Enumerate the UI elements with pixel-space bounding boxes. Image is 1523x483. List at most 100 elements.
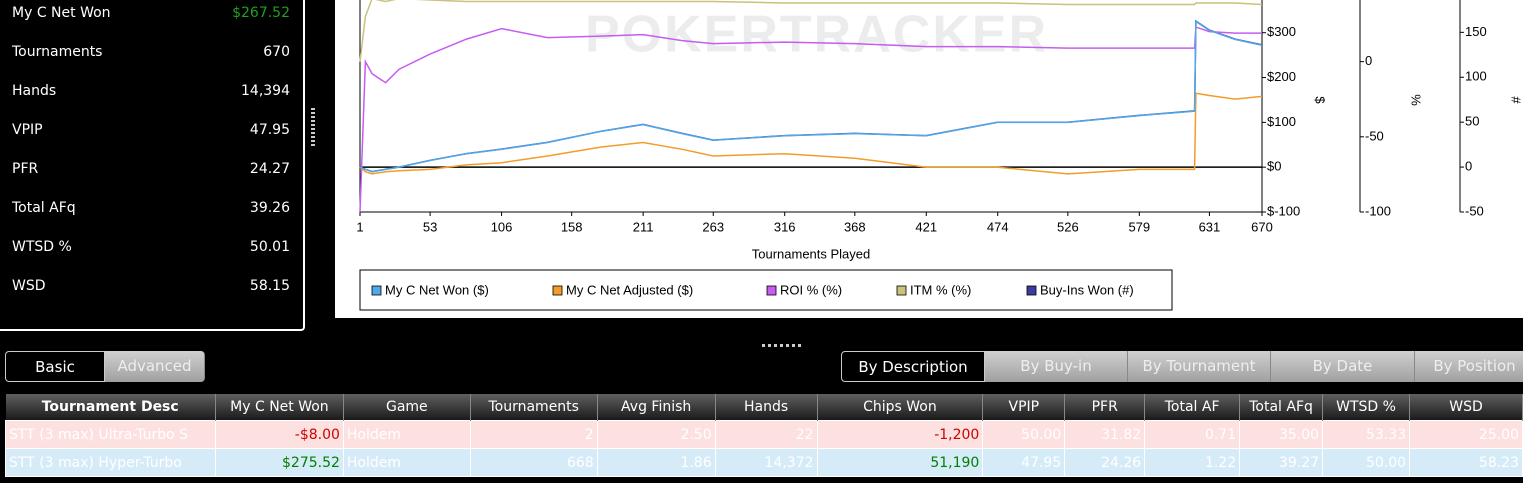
column-header[interactable]: VPIP bbox=[982, 394, 1066, 421]
y-tick-label: -50 bbox=[1365, 128, 1384, 143]
y-tick-label: $0 bbox=[1267, 159, 1281, 174]
y-axis-title: $ bbox=[1313, 96, 1328, 104]
x-tick-label: 158 bbox=[561, 219, 583, 234]
stat-value: 39.26 bbox=[249, 200, 290, 216]
table-row[interactable]: STT (3 max) Ultra-Turbo S -$8.00 Holdem 2 2.… bbox=[5, 420, 1523, 449]
legend-swatch bbox=[766, 285, 777, 296]
stats-panel: My C Net Won $267.52 Tournaments 670 Hands 14… bbox=[0, 0, 305, 331]
stat-row: PFR 24.27 bbox=[12, 161, 290, 177]
series-line bbox=[359, 20, 1263, 173]
stat-row: WTSD % 50.01 bbox=[12, 239, 290, 255]
stat-value: 50.01 bbox=[249, 239, 290, 255]
table-cell: 58.23 bbox=[1409, 448, 1523, 477]
splitter[interactable] bbox=[762, 344, 802, 347]
table-cell: 39.27 bbox=[1239, 448, 1324, 477]
column-header[interactable]: PFR bbox=[1064, 394, 1146, 421]
table-cell: 22 bbox=[714, 420, 818, 449]
x-tick-label: 368 bbox=[844, 219, 866, 234]
series-line bbox=[359, 92, 1263, 175]
series-line bbox=[359, 0, 1263, 62]
y-axis-title: # bbox=[1509, 96, 1523, 104]
legend-label: ITM % (%) bbox=[910, 282, 971, 297]
column-header[interactable]: My C Net Won bbox=[215, 394, 344, 421]
y-tick-label: 0 bbox=[1365, 53, 1372, 68]
column-header[interactable]: Game bbox=[343, 394, 471, 421]
column-header[interactable]: Avg Finish bbox=[597, 394, 716, 421]
stat-label: My C Net Won bbox=[12, 5, 111, 21]
results-table: Tournament Desc My C Net Won Game Tournamen… bbox=[5, 394, 1523, 477]
column-header[interactable]: WSD bbox=[1409, 394, 1523, 421]
view-tab[interactable]: Advanced bbox=[105, 351, 205, 382]
y-tick-label: 150 bbox=[1465, 24, 1487, 39]
x-tick-label: 1 bbox=[356, 219, 363, 234]
column-header[interactable]: Chips Won bbox=[817, 394, 984, 421]
stat-row: WSD 58.15 bbox=[12, 278, 290, 294]
legend-label: Buy-Ins Won (#) bbox=[1040, 282, 1134, 297]
stat-row: Total AFq 39.26 bbox=[12, 200, 290, 216]
column-header[interactable]: WTSD % bbox=[1322, 394, 1411, 421]
table-cell: 35.00 bbox=[1239, 420, 1324, 449]
group-tab[interactable]: By Tournament bbox=[1128, 351, 1271, 382]
x-tick-label: 53 bbox=[423, 219, 437, 234]
y-tick-label: -50 bbox=[1465, 203, 1484, 218]
table-cell: 0.71 bbox=[1144, 420, 1241, 449]
stat-value: 58.15 bbox=[249, 278, 290, 294]
table-cell: -1,200 bbox=[816, 420, 984, 449]
table-cell: Holdem bbox=[342, 448, 471, 477]
x-tick-label: 526 bbox=[1057, 219, 1079, 234]
table-cell: 1.86 bbox=[596, 448, 716, 477]
group-tab[interactable]: By Buy-in bbox=[985, 351, 1128, 382]
y-tick-label: $100 bbox=[1267, 114, 1296, 129]
legend-label: My C Net Won ($) bbox=[385, 282, 489, 297]
table-cell: 53.33 bbox=[1322, 420, 1411, 449]
y-tick-label: 50 bbox=[1465, 114, 1479, 129]
legend-swatch bbox=[552, 285, 563, 296]
x-axis-title: Tournaments Played bbox=[752, 246, 871, 261]
x-tick-label: 670 bbox=[1251, 219, 1273, 234]
table-row[interactable]: STT (3 max) Hyper-Turbo $275.52 Holdem 668 1… bbox=[5, 448, 1523, 477]
table-cell: 25.00 bbox=[1409, 420, 1523, 449]
view-tab[interactable]: Basic bbox=[5, 351, 105, 382]
table-cell: 50.00 bbox=[1322, 448, 1411, 477]
stat-row: Hands 14,394 bbox=[12, 83, 290, 99]
column-header[interactable]: Hands bbox=[715, 394, 818, 421]
legend-label: My C Net Adjusted ($) bbox=[566, 282, 693, 297]
stat-value: 47.95 bbox=[249, 122, 290, 138]
x-tick-label: 421 bbox=[915, 219, 937, 234]
stat-row: My C Net Won $267.52 bbox=[12, 5, 290, 21]
column-header[interactable]: Tournament Desc bbox=[5, 394, 216, 421]
table-cell: 2 bbox=[469, 420, 598, 449]
stat-label: WSD bbox=[12, 278, 46, 294]
y-tick-label: 100 bbox=[1465, 69, 1487, 84]
column-header[interactable]: Total AF bbox=[1144, 394, 1241, 421]
stat-label: VPIP bbox=[12, 122, 43, 138]
y-tick-label: $200 bbox=[1267, 69, 1296, 84]
table-cell: STT (3 max) Ultra-Turbo S bbox=[5, 420, 216, 449]
y-tick-label: -100 bbox=[1365, 203, 1391, 218]
group-tab[interactable]: By Position bbox=[1415, 351, 1523, 382]
watermark: POKERTRACKER bbox=[585, 6, 1048, 64]
table-cell: -$8.00 bbox=[214, 420, 344, 449]
y-tick-label: $300 bbox=[1267, 24, 1296, 39]
column-header[interactable]: Tournaments bbox=[470, 394, 598, 421]
splitter[interactable] bbox=[311, 108, 315, 146]
y-axis-title: % bbox=[1409, 94, 1424, 106]
legend-box bbox=[359, 269, 1173, 311]
stat-row: Tournaments 670 bbox=[12, 44, 290, 60]
table-cell: 1.22 bbox=[1144, 448, 1241, 477]
stat-label: PFR bbox=[12, 161, 39, 177]
table-cell: 50.00 bbox=[982, 420, 1066, 449]
stat-value: 24.27 bbox=[249, 161, 290, 177]
table-cell: 47.95 bbox=[982, 448, 1066, 477]
legend-swatch bbox=[896, 285, 907, 296]
x-tick-label: 316 bbox=[774, 219, 796, 234]
group-tab[interactable]: By Description bbox=[841, 351, 985, 382]
group-tab[interactable]: By Date bbox=[1271, 351, 1415, 382]
table-cell: STT (3 max) Hyper-Turbo bbox=[5, 448, 216, 477]
header-row: Tournament Desc My C Net Won Game Tournamen… bbox=[5, 394, 1523, 421]
y-tick-label: 0 bbox=[1465, 159, 1472, 174]
table-cell: 2.50 bbox=[596, 420, 716, 449]
stat-value: $267.52 bbox=[232, 5, 290, 21]
column-header[interactable]: Total AFq bbox=[1239, 394, 1324, 421]
